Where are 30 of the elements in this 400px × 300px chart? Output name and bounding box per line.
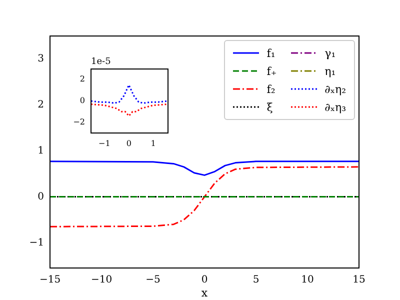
annotation: 1e-5 bbox=[91, 56, 111, 68]
x-tick-label: 10 bbox=[301, 274, 314, 286]
legend-label: f₁ bbox=[266, 46, 276, 60]
x-tick-label: 1 bbox=[150, 138, 156, 148]
legend-label: f₂ bbox=[266, 82, 276, 96]
y-tick-label: −1 bbox=[29, 237, 44, 248]
x-tick-label: 15 bbox=[352, 274, 366, 286]
y-tick-label: 0 bbox=[80, 96, 85, 106]
x-tick-label: 0 bbox=[126, 138, 132, 148]
x-tick-label: 5 bbox=[252, 274, 260, 286]
x-tick-label: −10 bbox=[90, 274, 112, 286]
y-tick-label: 2 bbox=[38, 100, 44, 111]
x-tick-label: −1 bbox=[98, 138, 110, 148]
line-series bbox=[50, 166, 359, 228]
y-tick-label: 0 bbox=[38, 191, 44, 202]
x-axis-title: x bbox=[201, 286, 208, 300]
legend-label: ∂ₓη₂ bbox=[324, 82, 346, 96]
y-tick-label: 3 bbox=[38, 54, 44, 65]
x-tick-label: 0 bbox=[201, 274, 208, 286]
x-tick-label: −15 bbox=[39, 274, 61, 286]
legend-label: ∂ₓη₃ bbox=[324, 100, 346, 114]
legend-label: η₁ bbox=[324, 64, 336, 78]
legend-label: f₊ bbox=[266, 64, 277, 78]
y-tick-label: 2 bbox=[80, 74, 85, 84]
legend-label: ξ bbox=[266, 100, 273, 114]
x-tick-label: −5 bbox=[146, 274, 160, 286]
legend-label: γ₁ bbox=[324, 46, 336, 60]
y-tick-label: −2 bbox=[73, 117, 85, 126]
line-series bbox=[91, 103, 168, 117]
line-series bbox=[91, 84, 168, 104]
